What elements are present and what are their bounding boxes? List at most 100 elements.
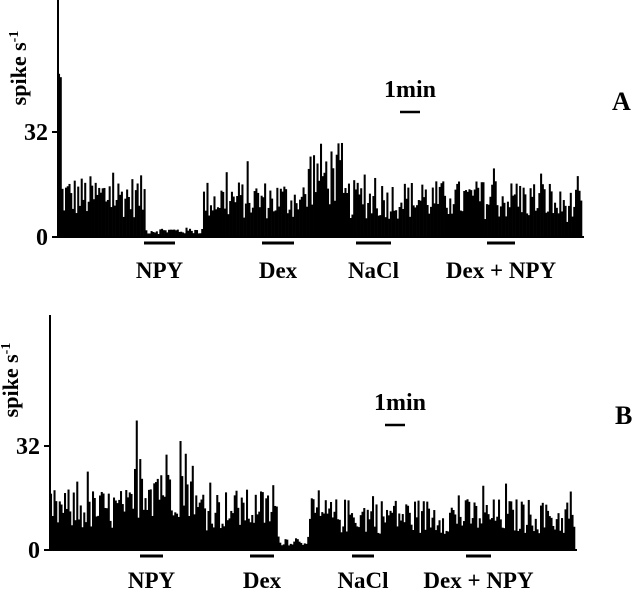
histogram-bin <box>61 188 64 237</box>
histogram-bin <box>291 544 294 550</box>
histogram-bin <box>272 485 275 550</box>
histogram-bin <box>354 522 357 550</box>
histogram-bin <box>144 498 147 550</box>
histogram-bin <box>417 500 420 550</box>
histogram-bin <box>55 501 58 550</box>
histogram-bin <box>211 210 214 237</box>
histogram-bin <box>159 229 162 237</box>
histogram-bin <box>433 203 436 237</box>
histogram-bin <box>209 482 212 550</box>
histogram-bin <box>288 209 291 237</box>
histogram-bin <box>265 498 268 550</box>
histogram-bin <box>442 181 445 237</box>
histogram-bin <box>562 532 565 550</box>
histogram-bin <box>323 513 326 550</box>
histogram-bin <box>302 544 305 550</box>
histogram-bin <box>147 233 150 237</box>
histogram-bin <box>255 188 258 237</box>
histogram-bin <box>529 514 532 550</box>
histogram-bin <box>543 527 546 550</box>
histogram-bin <box>81 527 84 550</box>
histogram-bin <box>305 543 308 550</box>
histogram-bin <box>198 502 201 550</box>
histogram-bin <box>412 205 415 237</box>
histogram-bin <box>393 210 396 237</box>
histogram-bin <box>545 504 548 550</box>
histogram-bin <box>412 530 415 550</box>
histogram-bin <box>119 194 122 237</box>
histogram-bin <box>555 207 558 237</box>
histogram-bin <box>106 508 109 550</box>
histogram-bin <box>429 527 432 550</box>
histogram-bin <box>526 524 529 550</box>
histogram-bin <box>137 517 140 550</box>
histogram-bin <box>512 509 515 550</box>
histogram-bin <box>232 513 235 550</box>
histogram-bin <box>384 217 387 237</box>
histogram-bin <box>485 204 488 237</box>
histogram-bin <box>213 196 216 237</box>
histogram-bin <box>457 181 461 237</box>
histogram-bin <box>222 191 225 237</box>
histogram-bin <box>132 508 135 550</box>
histogram-bin <box>466 191 469 237</box>
histogram-bin <box>550 517 553 550</box>
histogram-bin <box>534 210 537 237</box>
histogram-bin <box>554 529 557 550</box>
histogram-bin <box>153 483 156 550</box>
histogram-bin <box>470 523 473 550</box>
histogram-bin <box>86 471 89 550</box>
histogram-bin <box>297 209 300 237</box>
histogram-bin <box>254 494 257 550</box>
histogram-bin <box>370 213 373 237</box>
histogram-bin <box>174 512 177 550</box>
histogram-bin <box>354 189 357 237</box>
histogram-bin <box>265 218 268 237</box>
y-tick-label: 32 <box>24 120 48 146</box>
histogram-bin <box>76 481 79 550</box>
histogram-bin <box>498 499 501 550</box>
histogram-bin <box>50 493 53 550</box>
histogram-bin <box>340 532 343 550</box>
histogram-bin <box>276 187 279 237</box>
histogram-bin <box>270 511 273 550</box>
histogram-bin <box>205 530 208 550</box>
histogram-bin <box>332 168 335 237</box>
histogram-bin <box>113 205 116 237</box>
y-axis-label: spike s-1 <box>0 343 23 418</box>
histogram-bin <box>324 500 327 550</box>
histogram-bin <box>347 183 350 237</box>
histogram-bin <box>257 192 260 237</box>
histogram-bin <box>330 151 333 237</box>
histogram-bin <box>328 204 331 237</box>
histogram-bin <box>128 492 131 550</box>
histogram-bin <box>267 207 270 237</box>
histogram-bin <box>148 489 151 550</box>
histogram-bin <box>456 183 459 237</box>
histogram-bin <box>285 189 288 237</box>
histogram-bin <box>214 512 217 550</box>
histogram-bin <box>260 491 263 550</box>
histogram-bin <box>471 195 475 237</box>
histogram-bin <box>282 544 285 550</box>
histogram-bin <box>505 483 508 550</box>
histogram-bin <box>377 215 380 237</box>
histogram-bin <box>207 511 210 550</box>
histogram-bin <box>505 216 508 237</box>
histogram-bin <box>92 199 95 237</box>
histogram-bin <box>344 188 347 237</box>
histogram-bin <box>372 196 375 237</box>
histogram-bin <box>84 182 87 237</box>
histogram-bin <box>568 205 571 237</box>
histogram-bin <box>91 185 94 237</box>
histogram-bin <box>449 198 452 237</box>
histogram-bin <box>373 526 376 550</box>
histogram-bin <box>118 499 121 550</box>
histogram-bin <box>444 195 447 237</box>
histogram-bin <box>321 176 324 237</box>
histogram-bin <box>398 206 401 237</box>
histogram-bin <box>260 195 263 237</box>
histogram-bin <box>519 528 522 550</box>
histogram-bin <box>83 512 86 550</box>
